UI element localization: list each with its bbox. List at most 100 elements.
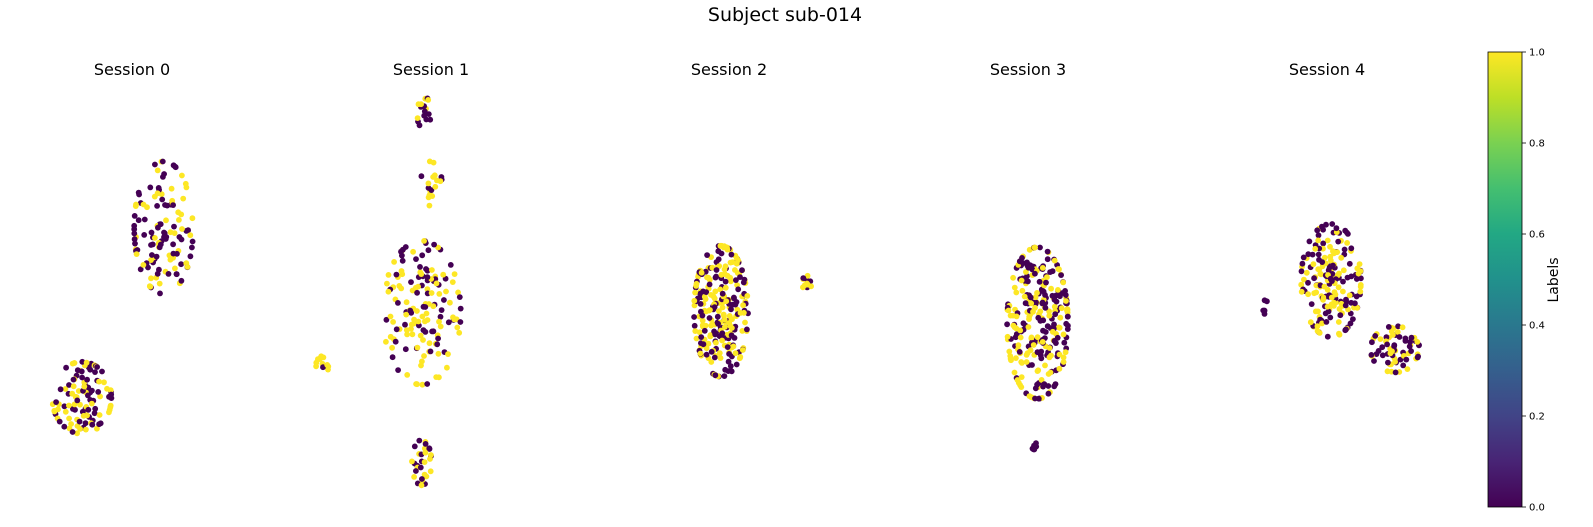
scatter-point xyxy=(148,242,154,248)
scatter-point xyxy=(409,331,416,338)
scatter-point xyxy=(418,482,425,489)
scatter-point xyxy=(1344,240,1350,246)
scatter-point xyxy=(159,196,166,203)
scatter-point xyxy=(443,288,449,295)
scatter-point xyxy=(1400,362,1407,369)
colorbar-ticks: 0.0 0.2 0.4 0.6 0.8 1.0 xyxy=(1522,48,1545,514)
scatter-point xyxy=(429,193,436,200)
scatter-point xyxy=(436,291,443,297)
scatter-point xyxy=(1008,357,1014,364)
scatter-point xyxy=(418,362,424,369)
scatter-point xyxy=(719,290,726,297)
scatter-point xyxy=(1013,313,1020,320)
scatter-point xyxy=(716,308,722,314)
scatter-point xyxy=(712,288,719,295)
scatter-point xyxy=(435,335,441,342)
scatter-point xyxy=(721,271,728,277)
scatter-point xyxy=(727,323,734,329)
scatter-point xyxy=(1034,334,1041,341)
scatter-point xyxy=(1305,291,1311,298)
scatter-point xyxy=(432,183,439,190)
scatter-point xyxy=(94,425,100,432)
scatter-point xyxy=(1014,377,1021,383)
scatter-point xyxy=(154,167,161,174)
scatter-point xyxy=(1315,237,1322,244)
scatter-point xyxy=(1319,259,1326,265)
scatter-point xyxy=(189,215,196,222)
scatter-point xyxy=(1324,237,1331,244)
scatter-point xyxy=(1011,284,1018,291)
scatter-point xyxy=(445,351,451,357)
scatter-point xyxy=(1311,275,1317,282)
scatter-point xyxy=(724,344,731,350)
scatter-point xyxy=(422,329,429,335)
scatter-point xyxy=(411,474,417,480)
scatter-point xyxy=(1026,313,1033,320)
scatter-point xyxy=(1328,294,1335,301)
scatter-point xyxy=(184,264,191,270)
scatter-point xyxy=(1356,261,1363,267)
scatter-point xyxy=(1032,385,1039,392)
scatter-point xyxy=(1348,245,1355,252)
scatter-point xyxy=(87,366,94,373)
scatter-point xyxy=(425,180,432,187)
scatter-point xyxy=(1319,320,1325,327)
scatter-point xyxy=(728,306,734,313)
scatter-point xyxy=(1368,352,1375,358)
scatter-point xyxy=(1331,250,1337,257)
scatter-point xyxy=(1338,254,1345,261)
scatter-point xyxy=(1060,279,1067,286)
scatter-point xyxy=(1047,269,1053,275)
scatter-point xyxy=(89,421,96,428)
scatter-point xyxy=(154,270,161,277)
scatter-point xyxy=(727,363,734,369)
scatter-point xyxy=(183,228,190,234)
scatter-point xyxy=(419,252,426,259)
scatter-point xyxy=(437,313,444,320)
scatter-point xyxy=(92,369,98,375)
scatter-point xyxy=(1319,263,1326,270)
scatter-point xyxy=(1387,350,1394,357)
scatter-point xyxy=(696,329,703,336)
scatter-point xyxy=(441,297,447,303)
scatter-point xyxy=(1347,310,1354,317)
scatter-point xyxy=(161,234,167,241)
scatter-point xyxy=(182,180,189,187)
scatter-point xyxy=(392,338,399,345)
scatter-point xyxy=(1354,265,1361,272)
scatter-point xyxy=(427,468,434,475)
scatter-point xyxy=(456,294,463,300)
scatter-point xyxy=(1055,287,1061,293)
scatter-point xyxy=(1358,275,1364,282)
scatter-point xyxy=(1038,348,1045,355)
scatter-point xyxy=(1385,359,1391,366)
scatter-point xyxy=(131,213,138,219)
colorbar-tick-label: 0.8 xyxy=(1529,139,1545,150)
scatter-point xyxy=(1320,226,1326,233)
scatter-point xyxy=(742,319,748,326)
scatter-point xyxy=(705,274,712,281)
scatter-point xyxy=(1341,246,1348,253)
scatter-point xyxy=(722,278,729,285)
scatter-point xyxy=(75,388,82,394)
scatter-point xyxy=(1046,312,1053,319)
scatter-point xyxy=(430,303,437,310)
scatter-point xyxy=(1303,269,1310,276)
scatter-point xyxy=(1379,352,1386,359)
scatter-point xyxy=(178,236,185,243)
scatter-point xyxy=(1034,368,1041,374)
scatter-point xyxy=(131,230,138,237)
scatter-point xyxy=(61,403,68,410)
scatter-point xyxy=(421,112,428,119)
scatter-point xyxy=(178,277,185,284)
scatter-point xyxy=(1335,319,1342,325)
colorbar-tick-label: 1.0 xyxy=(1529,48,1545,59)
scatter-point xyxy=(691,322,698,329)
scatter-point xyxy=(395,300,401,306)
scatter-point xyxy=(85,406,92,413)
scatter-point xyxy=(415,283,421,290)
scatter-point xyxy=(106,409,112,416)
scatter-point xyxy=(1040,288,1047,295)
scatter-point xyxy=(62,386,69,392)
scatter-point xyxy=(1042,329,1049,335)
